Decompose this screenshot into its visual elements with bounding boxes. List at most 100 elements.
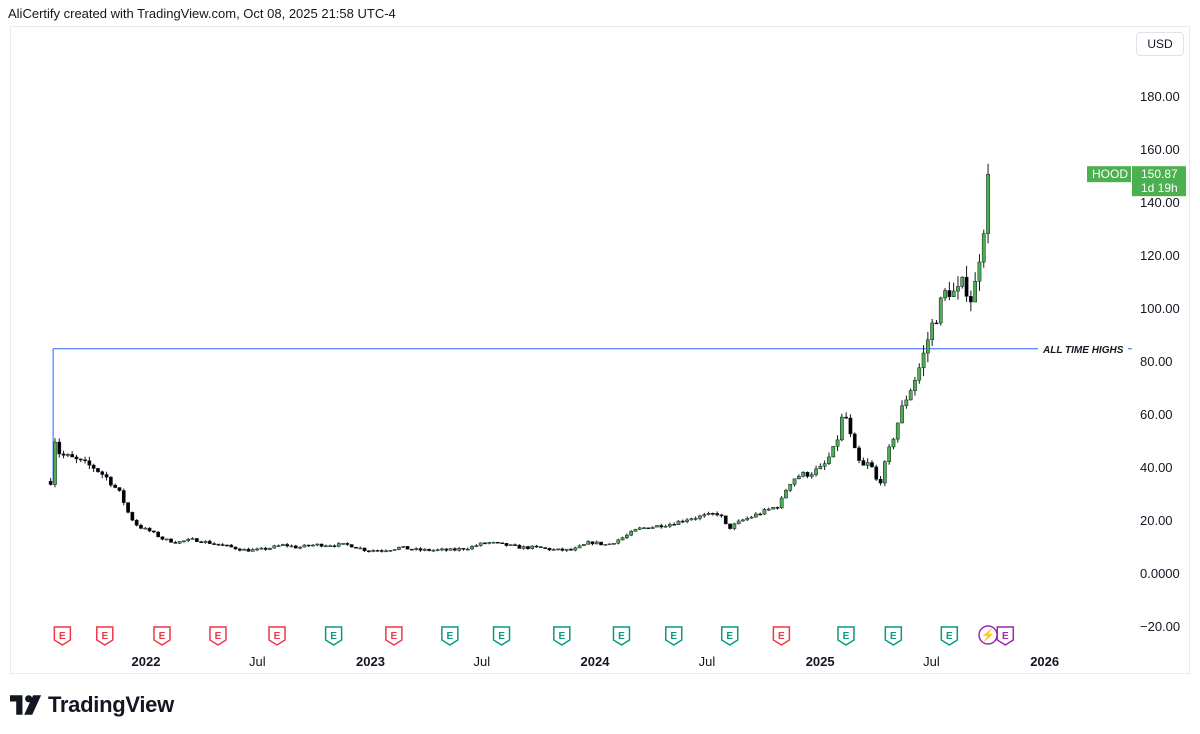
candle: [207, 539, 212, 544]
candle-body: [229, 544, 234, 548]
candle: [401, 546, 406, 548]
earnings-marker[interactable]: E: [153, 626, 171, 646]
candle: [556, 548, 560, 551]
earnings-marker[interactable]: E: [720, 626, 739, 646]
y-tick-label: 140.00: [1140, 195, 1180, 210]
candle-body: [689, 518, 694, 521]
svg-text:E: E: [498, 631, 505, 642]
y-tick-label: 100.00: [1140, 301, 1180, 316]
candle-body: [848, 417, 853, 435]
candle: [349, 544, 354, 548]
candle-body: [487, 542, 492, 544]
candle: [865, 458, 870, 470]
candle-body: [418, 548, 423, 551]
candle: [668, 522, 672, 528]
earnings-marker[interactable]: E: [772, 626, 791, 646]
candle: [255, 547, 259, 552]
candle: [736, 519, 741, 525]
candle: [177, 541, 182, 544]
svg-text:E: E: [778, 631, 785, 642]
earnings-marker[interactable]: E: [940, 626, 959, 646]
candle: [840, 413, 844, 442]
candle: [220, 543, 225, 546]
candle: [526, 545, 530, 550]
candle-body: [117, 487, 122, 491]
candle-body: [160, 536, 165, 540]
candle-body: [302, 544, 307, 548]
candle-body: [534, 545, 539, 548]
dividend-marker[interactable]: ⚡: [978, 625, 998, 645]
candle-body: [53, 441, 57, 485]
candle: [723, 515, 728, 525]
candle-body: [371, 550, 376, 552]
earnings-marker[interactable]: E: [665, 626, 683, 646]
candle: [225, 544, 229, 547]
candle-body: [104, 474, 109, 478]
candle: [693, 516, 698, 521]
last-price-value: 150.87: [1141, 167, 1178, 181]
candle-body: [754, 513, 758, 518]
candle: [371, 549, 376, 553]
candle-body: [951, 290, 956, 297]
candle: [943, 288, 947, 301]
tradingview-logo[interactable]: TradingView: [10, 690, 174, 720]
candle: [784, 488, 788, 499]
candle-body: [706, 513, 711, 515]
candle-body: [586, 541, 591, 545]
candle-body: [109, 476, 113, 486]
earnings-marker[interactable]: E: [884, 626, 903, 646]
candle: [573, 546, 578, 552]
candle-body: [758, 513, 763, 516]
earnings-marker[interactable]: E: [324, 626, 343, 646]
candle: [517, 544, 522, 549]
earnings-marker[interactable]: E: [612, 626, 631, 646]
candle-body: [693, 518, 698, 520]
candle: [173, 540, 178, 544]
candle: [878, 476, 883, 486]
candle: [328, 544, 333, 547]
candle-body: [930, 322, 935, 340]
earnings-marker[interactable]: E: [553, 626, 571, 646]
candle-body: [521, 546, 526, 549]
candle-body: [212, 543, 216, 545]
candle-body: [625, 534, 629, 539]
earnings-marker[interactable]: E: [96, 626, 114, 646]
earnings-marker[interactable]: E: [492, 626, 511, 646]
y-tick-label: 120.00: [1140, 248, 1180, 263]
currency-selector[interactable]: USD: [1136, 32, 1184, 56]
candle-body: [491, 541, 496, 544]
candle: [397, 546, 401, 551]
candle: [281, 543, 285, 546]
all-time-highs-annotation[interactable]: ALL TIME HIGHS: [52, 345, 1132, 482]
candle-body: [517, 544, 522, 549]
earnings-marker[interactable]: E: [837, 626, 855, 646]
candle: [496, 541, 500, 544]
candle-body: [749, 516, 754, 519]
candle: [341, 543, 345, 545]
y-tick-label: 0.0000: [1140, 566, 1180, 581]
earnings-marker[interactable]: E: [385, 626, 403, 646]
candle-body: [130, 512, 135, 521]
y-tick-label: 80.00: [1140, 354, 1173, 369]
all-time-highs-label: ALL TIME HIGHS: [1042, 345, 1124, 356]
candle-body: [147, 527, 152, 532]
candle-body: [483, 542, 487, 545]
candle-body: [431, 549, 436, 552]
candle: [711, 512, 715, 516]
candle-body: [904, 399, 909, 407]
candle-body: [956, 286, 960, 292]
candle-body: [818, 465, 823, 470]
earnings-marker[interactable]: E: [996, 626, 1015, 646]
earnings-marker[interactable]: E: [268, 626, 286, 646]
candle: [457, 546, 462, 552]
earnings-marker[interactable]: E: [209, 626, 227, 646]
candle: [104, 471, 109, 481]
candle-body: [139, 524, 143, 529]
candle: [422, 548, 427, 552]
earnings-marker[interactable]: E: [441, 626, 459, 646]
candle: [543, 547, 548, 550]
candle-body: [797, 475, 801, 480]
candle-body: [173, 542, 178, 544]
earnings-marker[interactable]: E: [53, 626, 72, 646]
